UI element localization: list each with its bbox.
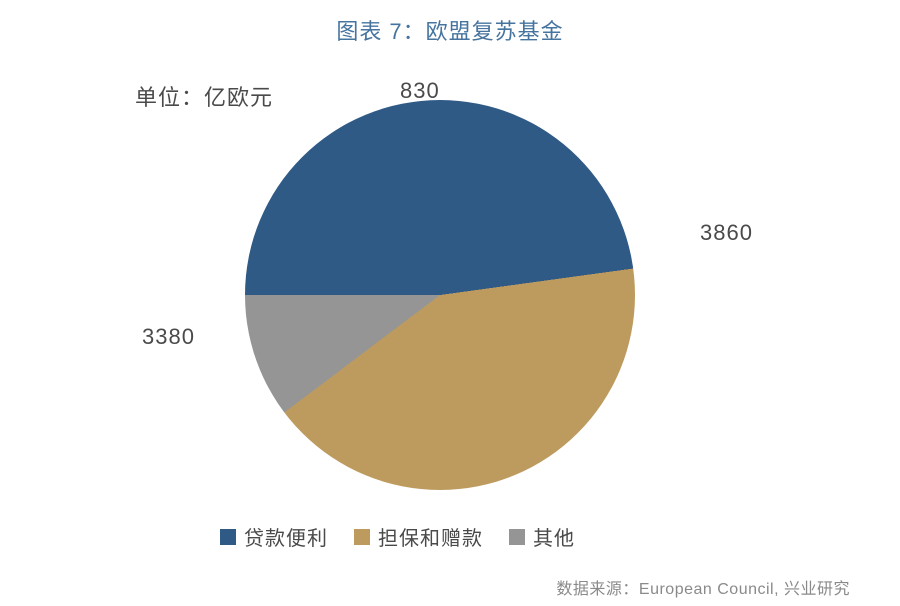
chart-title: 图表 7：欧盟复苏基金 <box>0 14 900 46</box>
legend: 贷款便利 担保和赠款 其他 <box>220 522 575 551</box>
pie <box>245 100 635 490</box>
value-label-loans: 3860 <box>700 220 753 246</box>
legend-label-loans: 贷款便利 <box>244 522 328 551</box>
chart-container: 图表 7：欧盟复苏基金 单位：亿欧元 3860 3380 830 贷款便利 担保… <box>0 0 900 606</box>
value-label-guarantees: 3380 <box>142 324 195 350</box>
legend-label-other: 其他 <box>533 522 575 551</box>
pie-chart <box>245 100 635 490</box>
legend-swatch-guarantees <box>354 529 370 545</box>
value-label-other: 830 <box>400 78 440 104</box>
legend-swatch-loans <box>220 529 236 545</box>
legend-item-loans: 贷款便利 <box>220 522 328 551</box>
legend-swatch-other <box>509 529 525 545</box>
legend-label-guarantees: 担保和赠款 <box>378 522 483 551</box>
legend-item-guarantees: 担保和赠款 <box>354 522 483 551</box>
legend-item-other: 其他 <box>509 522 575 551</box>
data-source: 数据来源：European Council, 兴业研究 <box>556 575 850 599</box>
